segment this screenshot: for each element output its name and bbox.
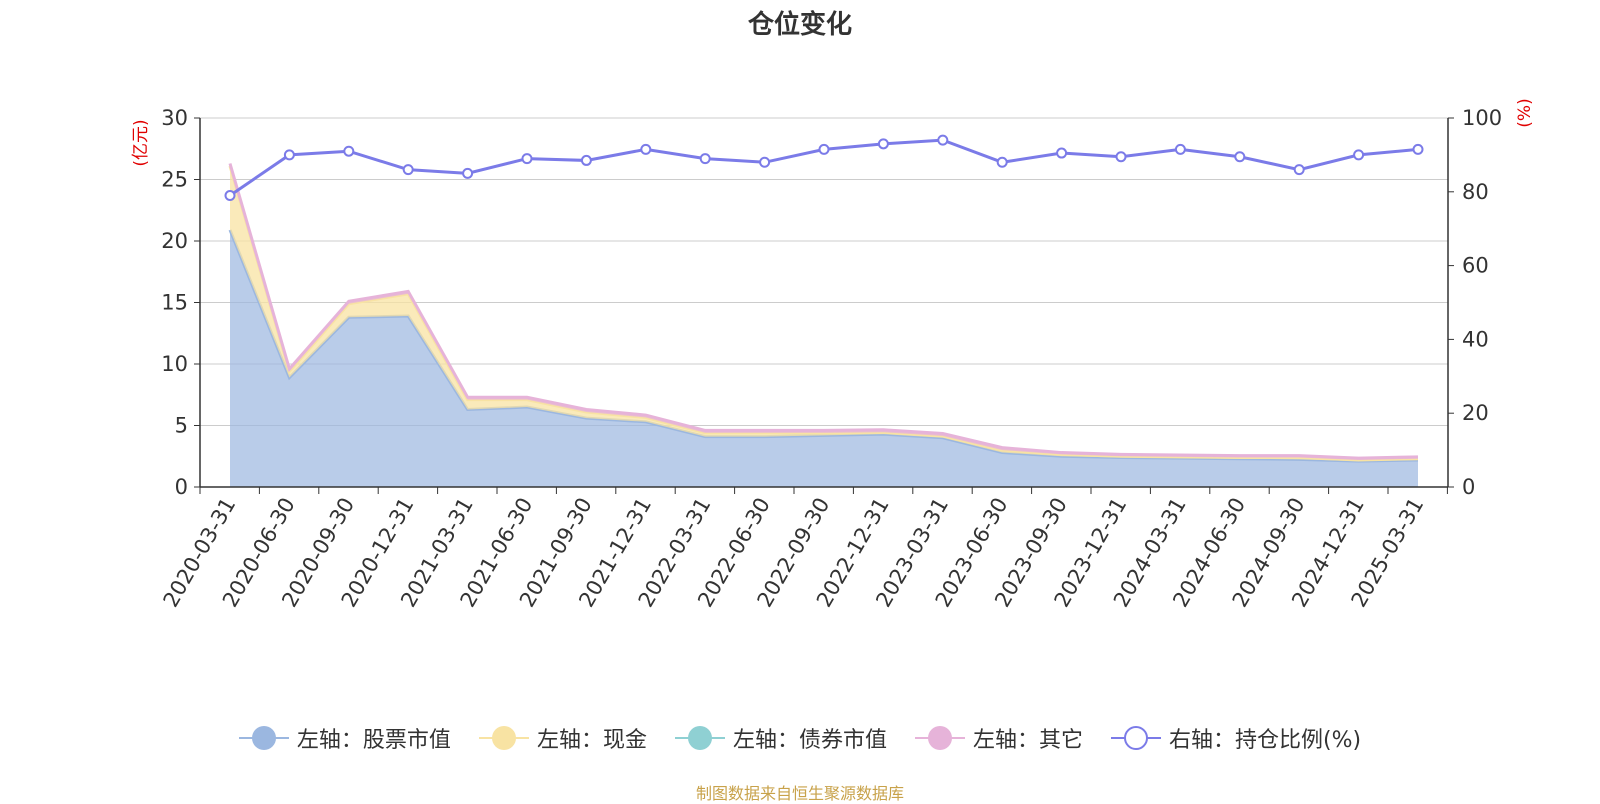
right-tick-label: 100 — [1462, 106, 1502, 130]
left-tick-label: 30 — [161, 106, 188, 130]
left-tick-label: 25 — [161, 168, 188, 192]
ratio-point — [402, 164, 414, 176]
legend-label: 左轴：其它 — [972, 728, 1083, 753]
legend-label: 右轴：持仓比例(%) — [1168, 728, 1362, 753]
ratio-point — [1412, 143, 1424, 155]
legend-marker-icon — [674, 723, 725, 753]
legend-item[interactable]: 左轴：债券市值 — [674, 722, 887, 754]
ratio-point — [1115, 151, 1127, 163]
left-tick-label: 15 — [161, 291, 188, 315]
ratio-point — [996, 156, 1008, 168]
legend-label: 左轴：债券市值 — [732, 728, 887, 753]
ratio-point — [343, 145, 355, 157]
right-tick-label: 80 — [1462, 180, 1489, 204]
ratio-point — [937, 134, 949, 146]
series-line-左轴：其它 — [228, 163, 1419, 460]
ratio-point — [877, 138, 889, 150]
ratio-point — [818, 143, 830, 155]
ratio-point — [759, 156, 771, 168]
ratio-point — [580, 154, 592, 166]
legend-item[interactable]: 左轴：股票市值 — [238, 722, 451, 754]
right-tick-label: 60 — [1462, 254, 1489, 278]
legend-label: 左轴：股票市值 — [296, 728, 451, 753]
ratio-point — [283, 149, 295, 161]
source-note: 制图数据来自恒生聚源数据库 — [695, 784, 904, 803]
legend-marker-icon — [238, 723, 289, 753]
legend-label: 左轴：现金 — [536, 728, 647, 753]
ratio-point — [1293, 164, 1305, 176]
ratio-point — [1056, 147, 1068, 159]
ratio-point — [462, 167, 474, 179]
right-tick-label: 40 — [1462, 327, 1489, 351]
ratio-point — [1174, 143, 1186, 155]
ratio-point — [699, 153, 711, 165]
chart-plot: 051015202530020406080100(亿元)(%)2020-03-3… — [131, 98, 1535, 611]
legend-item[interactable]: 右轴：持仓比例(%) — [1110, 722, 1362, 754]
legend-item[interactable]: 左轴：其它 — [914, 722, 1083, 754]
left-axis-label: (亿元) — [131, 119, 151, 166]
right-tick-label: 20 — [1462, 401, 1489, 425]
left-tick-label: 0 — [175, 475, 188, 499]
legend-item[interactable]: 左轴：现金 — [478, 722, 647, 754]
ratio-point — [521, 153, 533, 165]
area-左轴：股票市值 — [230, 229, 1418, 487]
legend-marker-icon — [1110, 723, 1161, 753]
legend-marker-icon — [478, 723, 529, 753]
left-tick-label: 20 — [161, 229, 188, 253]
legend: 左轴：股票市值 左轴：现金 左轴：债券市值 左轴：其它 右轴：持仓比例(%) — [0, 722, 1600, 754]
chart-title: 仓位变化 — [747, 10, 852, 40]
legend-marker-icon — [914, 723, 965, 753]
ratio-point — [1234, 151, 1246, 163]
ratio-point — [224, 189, 236, 201]
right-axis-label: (%) — [1515, 98, 1535, 127]
ratio-point — [640, 143, 652, 155]
right-tick-label: 0 — [1462, 475, 1475, 499]
left-tick-label: 10 — [161, 352, 188, 376]
ratio-point — [1353, 149, 1365, 161]
left-tick-label: 5 — [175, 414, 188, 438]
